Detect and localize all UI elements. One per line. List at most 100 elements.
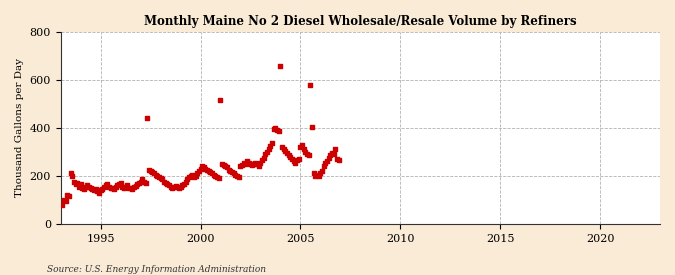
Point [310,174,321,178]
Point [209,172,219,177]
Point [331,157,342,161]
Point [330,147,341,152]
Point [198,165,209,170]
Point [303,153,314,158]
Point [215,98,226,103]
Point [84,185,95,189]
Point [230,172,241,177]
Point [95,188,106,192]
Point [148,171,159,176]
Point [72,181,82,185]
Point [295,145,306,149]
Point [240,162,251,166]
Point [130,184,141,188]
Point [82,183,92,188]
Point [237,163,248,167]
Point [65,171,76,176]
Point [250,160,261,165]
Point [202,168,213,172]
Point [117,185,128,189]
Point [234,175,244,179]
Point [278,147,289,152]
Point [321,159,332,164]
Point [188,175,199,179]
Point [246,163,257,167]
Point [90,187,101,191]
Point [320,160,331,165]
Point [212,175,223,179]
Point [102,182,113,186]
Point [292,158,302,163]
Point [135,180,146,184]
Point [170,184,181,188]
Point [260,152,271,156]
Point [184,175,194,179]
Point [190,174,201,178]
Point [220,164,231,168]
Point [67,174,78,178]
Point [235,164,246,168]
Point [119,186,130,190]
Point [280,148,291,153]
Point [200,166,211,171]
Point [213,176,224,180]
Point [175,185,186,189]
Point [113,182,124,186]
Point [155,176,166,180]
Point [319,164,329,168]
Point [221,165,232,170]
Point [165,185,176,189]
Point [78,187,89,191]
Point [244,160,254,165]
Point [142,116,153,120]
Point [87,187,98,191]
Point [159,180,169,184]
Point [112,183,123,188]
Point [162,182,173,186]
Point [187,172,198,177]
Point [173,186,184,191]
Point [300,150,310,154]
Point [157,177,167,182]
Point [103,185,114,189]
Point [185,174,196,178]
Point [217,162,227,166]
Point [290,160,301,165]
Point [269,127,279,131]
Point [238,160,249,165]
Point [227,170,238,174]
Point [277,145,288,149]
Point [75,182,86,186]
Point [223,168,234,172]
Point [127,187,138,191]
Point [196,164,207,168]
Point [77,186,88,190]
Point [178,182,189,186]
Point [195,166,206,171]
Point [228,171,239,176]
Point [306,125,317,129]
Point [333,158,344,163]
Point [138,180,149,184]
Point [60,199,71,203]
Point [153,175,164,179]
Point [210,174,221,178]
Point [225,169,236,173]
Point [232,174,242,178]
Point [308,171,319,176]
Point [125,186,136,191]
Point [262,150,273,154]
Point [248,162,259,166]
Point [137,177,148,182]
Point [182,177,192,182]
Point [328,152,339,156]
Point [288,159,299,164]
Point [160,181,171,185]
Point [205,170,216,174]
Point [124,186,134,190]
Point [273,129,284,134]
Point [323,156,334,160]
Point [270,126,281,130]
Point [109,187,119,191]
Point [70,182,81,186]
